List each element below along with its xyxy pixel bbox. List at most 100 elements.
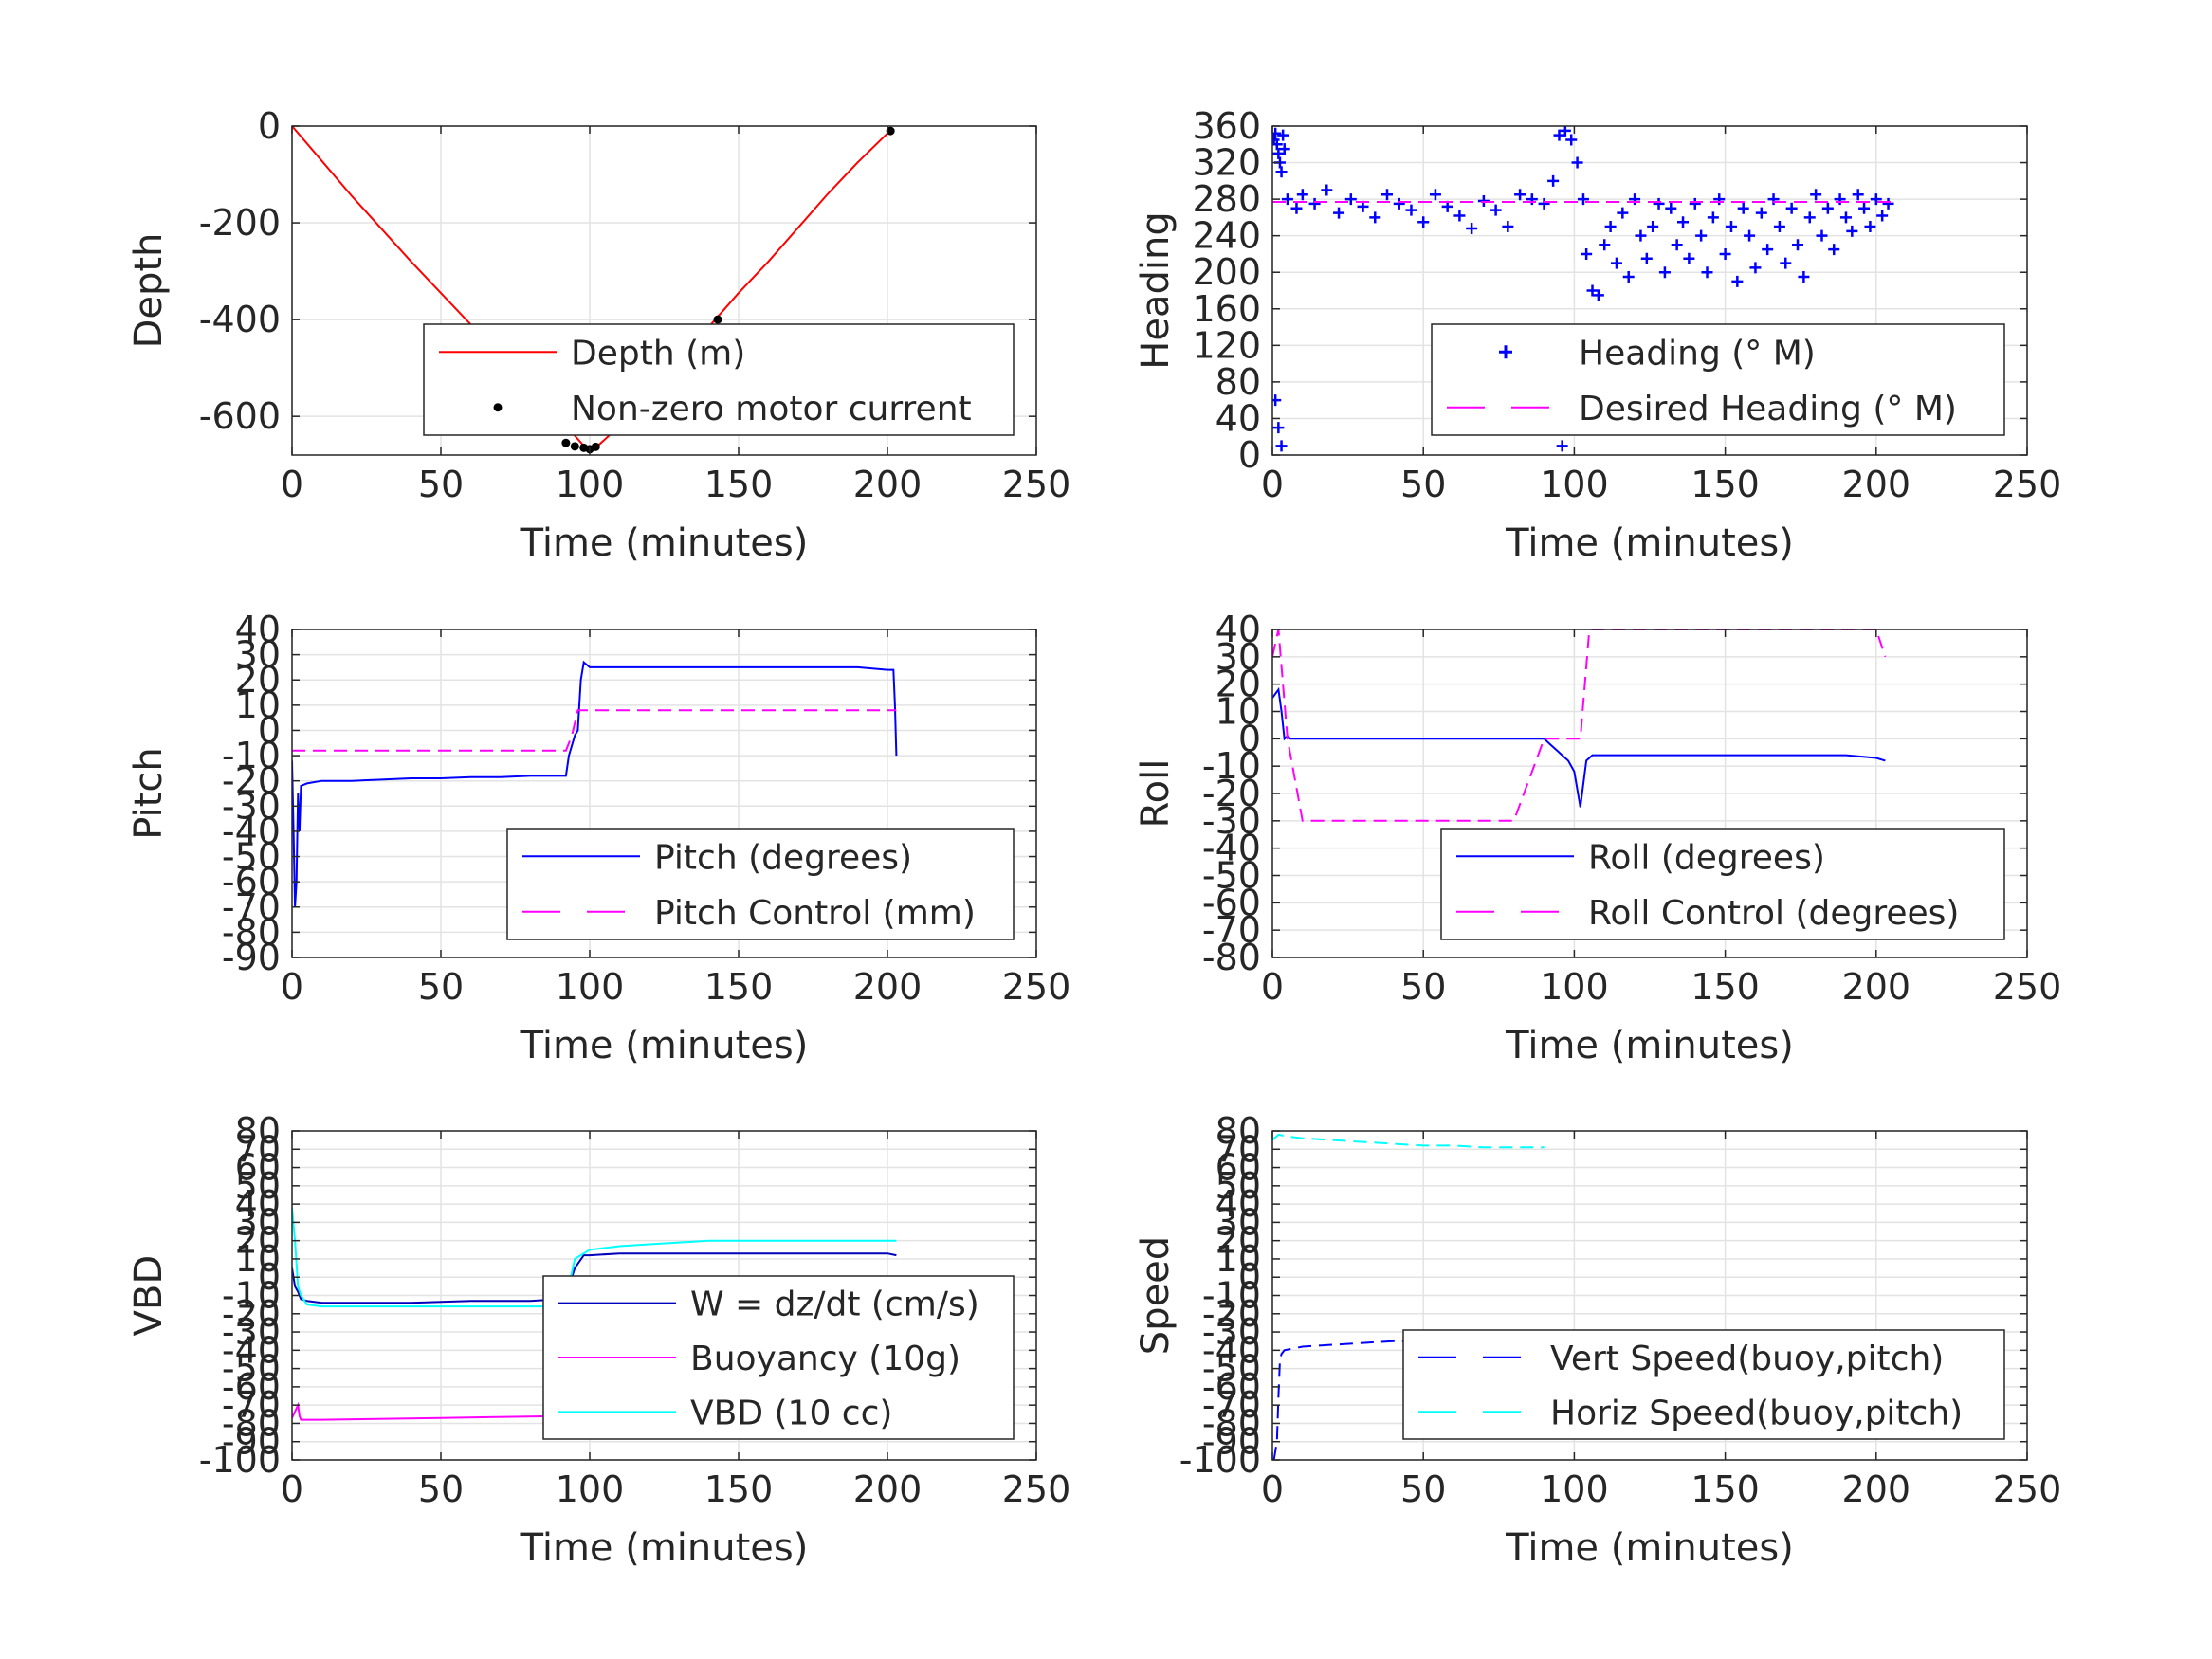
data-point [1622, 271, 1635, 283]
data-point [1556, 440, 1568, 452]
x-tick-label: 200 [853, 1468, 923, 1510]
y-tick-label: 10 [235, 684, 281, 726]
y-tick-label: 0 [1238, 718, 1261, 759]
x-tick-label: 200 [1842, 1468, 1911, 1510]
data-point [1713, 193, 1726, 206]
data-point [1275, 440, 1288, 452]
y-tick-label: 0 [258, 105, 281, 147]
data-point [1858, 202, 1871, 214]
data-point [1281, 193, 1293, 206]
data-point [591, 442, 600, 451]
x-tick-label: 250 [1002, 966, 1071, 1008]
y-tick-label: -60 [222, 1366, 281, 1408]
series-group [292, 660, 898, 907]
x-tick-label: 150 [704, 1468, 774, 1510]
data-point [1773, 221, 1785, 233]
y-tick-label: -30 [1202, 1311, 1261, 1353]
panel-speed: 0 50 100 150 200 25080706050403020100-10-20-3… [1134, 1110, 2061, 1570]
y-tick-label: -30 [1202, 800, 1261, 842]
data-point [1785, 202, 1798, 214]
x-tick-label: 200 [1842, 966, 1911, 1008]
y-axis-label: Pitch [127, 747, 171, 839]
legend-label: W = dz/dt (cm/s) [690, 1285, 979, 1324]
legend: Roll (degrees) Roll Control (degrees) [1440, 828, 2005, 940]
y-tick-label: -70 [1202, 1384, 1261, 1426]
legend-label: Horiz Speed(buoy,pitch) [1550, 1394, 1963, 1432]
y-tick-label: 20 [1216, 1220, 1261, 1262]
y-tick-label: 20 [1216, 664, 1261, 705]
data-point [1466, 222, 1478, 234]
y-tick-label: 10 [1216, 1238, 1261, 1280]
legend-label: Vert Speed(buoy,pitch) [1550, 1340, 1944, 1378]
data-point [1586, 284, 1599, 297]
legend-label: Roll Control (degrees) [1588, 894, 1959, 933]
data-point [1767, 193, 1780, 206]
legend: Depth (m) Non-zero motor current [423, 323, 1015, 436]
data-point [1762, 244, 1774, 256]
data-point [1571, 156, 1583, 169]
data-point [1731, 275, 1744, 287]
y-tick-label: -50 [222, 1348, 281, 1390]
legend-label: Heading (° M) [1579, 334, 1816, 373]
axes-box [291, 125, 1037, 456]
legend: Vert Speed(buoy,pitch) Horiz Speed(buoy,p… [1402, 1329, 2005, 1440]
series-line [292, 660, 898, 907]
y-tick-label: 40 [1216, 1183, 1261, 1225]
series-line [292, 709, 897, 752]
y-tick-label: -600 [199, 395, 281, 437]
y-tick-label: 30 [1216, 1201, 1261, 1243]
x-tick-label: 0 [1261, 464, 1284, 505]
data-point [1689, 197, 1701, 210]
y-tick-label: -70 [222, 886, 281, 928]
data-point [1798, 271, 1810, 283]
data-point [1393, 197, 1405, 210]
panel-depth: 0 50 100 150 200 250 0 -200 -400 -600 Time (minute… [127, 105, 1070, 565]
x-tick-label: 200 [1842, 464, 1911, 505]
legend-label: Roll (degrees) [1588, 838, 1825, 877]
y-tick-label: 50 [235, 1165, 281, 1207]
legend-label: Pitch (degrees) [654, 838, 912, 877]
y-tick-label: 30 [1216, 636, 1261, 678]
x-tick-label: 100 [1540, 464, 1609, 505]
legend-label: Non-zero motor current [571, 390, 972, 428]
legend-box [1402, 1329, 2005, 1440]
data-point [1882, 197, 1894, 210]
y-tick-label: 320 [1192, 142, 1261, 184]
data-point [1629, 193, 1641, 206]
data-point [1581, 247, 1593, 260]
data-point [1701, 266, 1713, 279]
y-tick-label: -40 [222, 811, 281, 852]
data-point [1526, 193, 1538, 206]
data-point [1876, 210, 1889, 222]
data-point [1278, 143, 1290, 155]
data-point [1658, 266, 1671, 279]
y-tick-label: 40 [1216, 397, 1261, 439]
legend-marker [493, 403, 503, 412]
data-point [1640, 252, 1653, 264]
data-point [1719, 247, 1731, 260]
data-point [1828, 244, 1840, 256]
legend-label: Buoyancy (10g) [690, 1340, 960, 1378]
series-group [1272, 629, 1887, 822]
y-tick-label: 60 [1216, 1147, 1261, 1189]
y-tick-label: -80 [222, 911, 281, 953]
y-tick-label: -30 [222, 1311, 281, 1353]
y-tick-label: -40 [1202, 1329, 1261, 1371]
y-tick-label: -70 [222, 1384, 281, 1426]
data-point [1864, 221, 1876, 233]
x-tick-label: 50 [418, 966, 464, 1008]
data-point [1671, 239, 1683, 251]
y-tick-label: 200 [1192, 251, 1261, 293]
data-point [1272, 127, 1282, 139]
data-point [1677, 216, 1690, 228]
y-tick-label: 70 [235, 1128, 281, 1170]
y-tick-label: -30 [222, 785, 281, 827]
x-tick-label: 150 [704, 464, 774, 505]
data-point [1810, 189, 1822, 201]
y-tick-label: -20 [1202, 1293, 1261, 1335]
data-point [1683, 252, 1695, 264]
y-tick-label: 10 [235, 1238, 281, 1280]
x-tick-label: 0 [281, 464, 303, 505]
y-tick-label: -60 [1202, 882, 1261, 923]
